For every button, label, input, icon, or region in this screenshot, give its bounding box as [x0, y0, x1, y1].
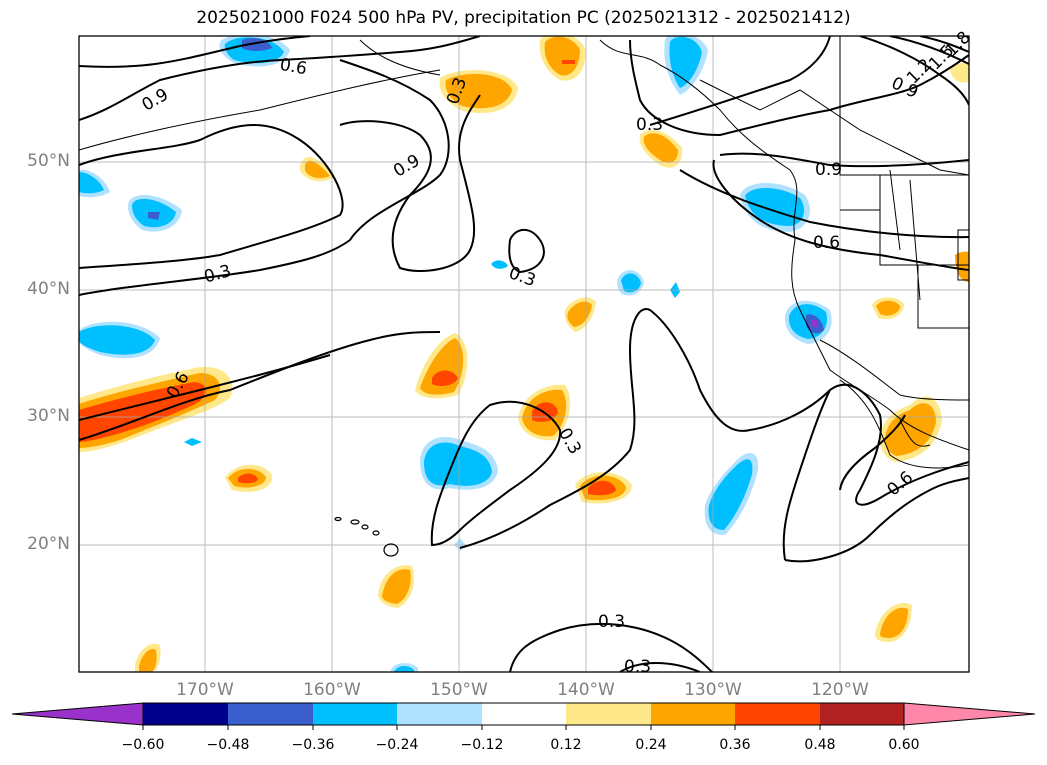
colorbar-tick-label: 0.48 [804, 737, 836, 753]
lon-label-130w: 130°W [684, 680, 742, 700]
lon-label-150w: 150°W [430, 680, 488, 700]
contour-label: 0.6 [813, 233, 840, 253]
lat-label-40n: 40°N [27, 279, 70, 299]
pv-contours [79, 36, 969, 672]
colorbar-tick-label: 0.60 [888, 737, 920, 753]
colorbar-tick-label: −0.12 [460, 737, 504, 753]
colorbar-cell [651, 703, 735, 725]
contour-label: 0.3 [598, 612, 625, 632]
colorbar-tick-label: −0.24 [375, 737, 419, 753]
colorbar-cell [820, 703, 904, 725]
lat-label-30n: 30°N [27, 406, 70, 426]
colorbar-extend-high [903, 702, 1036, 726]
lon-label-140w: 140°W [557, 680, 615, 700]
colorbar-cell [566, 703, 651, 725]
colorbar-tick-label: 0.36 [719, 737, 751, 753]
contour-label: 0.3 [624, 657, 651, 677]
colorbar-tick-label: 0.12 [550, 737, 582, 753]
colorbar-cell [228, 703, 313, 725]
plot-area [79, 36, 969, 672]
colorbar-tick-label: 0.24 [635, 737, 667, 753]
contour-label: 0.9 [815, 160, 842, 180]
colorbar-cell [313, 703, 397, 725]
lat-label-50n: 50°N [27, 151, 70, 171]
colorbar-tick-label: −0.48 [206, 737, 250, 753]
hawaii-islands [334, 516, 399, 557]
colorbar-tick-label: −0.60 [121, 737, 165, 753]
colorbar [11, 702, 1036, 730]
lon-label-160w: 160°W [303, 680, 361, 700]
colorbar-cell [735, 703, 820, 725]
colorbar-extend-low [11, 702, 144, 726]
colorbar-cell [397, 703, 482, 725]
coastlines [79, 36, 969, 469]
colorbar-tick-label: −0.36 [291, 737, 335, 753]
colorbar-cell [143, 703, 228, 725]
lon-label-120w: 120°W [811, 680, 869, 700]
contour-label: 0.3 [636, 115, 663, 135]
map-title: 2025021000 F024 500 hPa PV, precipitatio… [196, 8, 851, 28]
plot-frame [78, 35, 970, 673]
colorbar-cell [482, 703, 566, 725]
contour-label: 0.6 [278, 55, 308, 79]
lat-label-20n: 20°N [27, 534, 70, 554]
lon-label-170w: 170°W [176, 680, 234, 700]
